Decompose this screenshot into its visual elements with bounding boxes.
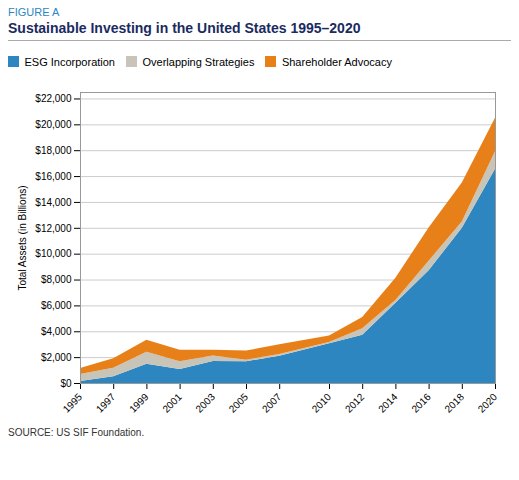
svg-text:2016: 2016 — [409, 391, 433, 415]
svg-text:$20,000: $20,000 — [35, 119, 72, 130]
svg-text:$10,000: $10,000 — [35, 248, 72, 259]
svg-text:$12,000: $12,000 — [35, 223, 72, 234]
svg-text:$14,000: $14,000 — [35, 197, 72, 208]
html-text:Shareholder Advocacy: Shareholder Advocacy — [281, 55, 392, 68]
svg-text:$6,000: $6,000 — [41, 300, 72, 311]
svg-text:$18,000: $18,000 — [35, 145, 72, 156]
svg-text:1997: 1997 — [94, 391, 118, 415]
html-text:ESG Incorporation: ESG Incorporation — [24, 55, 115, 68]
svg-text:$2,000: $2,000 — [41, 352, 72, 363]
svg-text:2020: 2020 — [476, 391, 500, 415]
svg-text:2003: 2003 — [193, 391, 217, 415]
svg-text:2018: 2018 — [442, 391, 466, 415]
html-text:FIGURE A: FIGURE A — [8, 6, 60, 18]
svg-text:$22,000: $22,000 — [35, 93, 72, 104]
svg-text:1999: 1999 — [127, 391, 151, 415]
svg-text:$0: $0 — [60, 378, 72, 389]
svg-text:2014: 2014 — [376, 391, 400, 415]
svg-text:$4,000: $4,000 — [41, 326, 72, 337]
svg-text:1995: 1995 — [61, 391, 85, 415]
html-text:Overlapping Strategies: Overlapping Strategies — [142, 55, 255, 68]
svg-text:$8,000: $8,000 — [41, 274, 72, 285]
svg-text:2005: 2005 — [227, 391, 251, 415]
html-text:Sustainable Investing in the U: Sustainable Investing in the United Stat… — [8, 20, 361, 36]
svg-text:$16,000: $16,000 — [35, 171, 72, 182]
svg-text:Total Assets (in Billions): Total Assets (in Billions) — [17, 185, 28, 290]
svg-text:2001: 2001 — [160, 391, 184, 415]
svg-text:2007: 2007 — [260, 391, 284, 415]
svg-text:2010: 2010 — [310, 391, 334, 415]
html-text:SOURCE: US SIF Foundation.: SOURCE: US SIF Foundation. — [8, 427, 145, 438]
svg-text:2012: 2012 — [343, 391, 367, 415]
